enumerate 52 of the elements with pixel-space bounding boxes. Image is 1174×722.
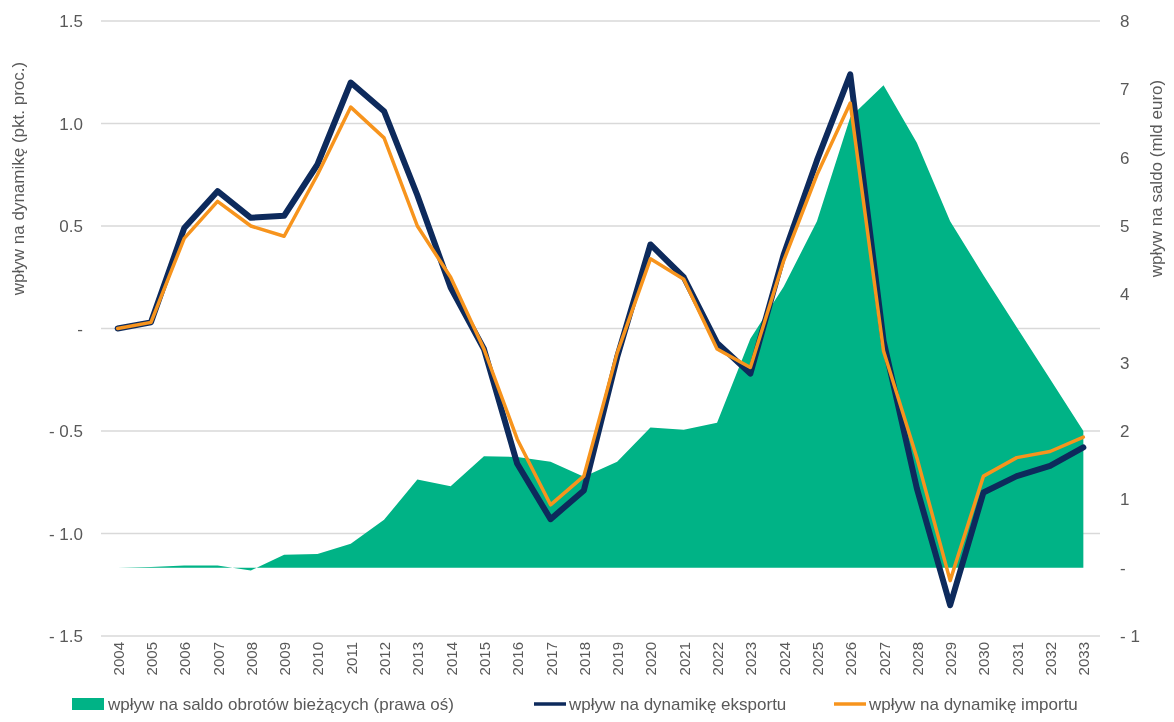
y2-tick-label: 2 [1120, 422, 1130, 441]
x-tick-label: 2009 [276, 642, 294, 676]
legend-label: wpływ na dynamikę importu [868, 695, 1078, 714]
y2-tick-label: 6 [1120, 148, 1130, 168]
y2-tick-label: 7 [1120, 80, 1130, 100]
y-tick-label: 1.0 [59, 114, 83, 134]
y2-tick-label: 1 [1120, 490, 1130, 510]
legend-label: wpływ na saldo obrotów bieżących (prawa oś) [107, 695, 454, 714]
x-tick-label: 2007 [209, 642, 227, 676]
x-tick-label: 2032 [1042, 642, 1060, 676]
x-tick-label: 2033 [1075, 642, 1093, 676]
y-tick-label: - [77, 319, 83, 339]
y-tick-label: 0.5 [59, 217, 83, 236]
x-tick-label: 2014 [442, 642, 460, 676]
y2-tick-label: 8 [1120, 12, 1130, 31]
x-tick-label: 2017 [542, 642, 560, 676]
x-tick-label: 2018 [575, 642, 593, 676]
x-tick-label: 2016 [509, 642, 527, 676]
x-tick-label: 2008 [242, 642, 260, 676]
x-tick-label: 2028 [908, 642, 926, 676]
x-tick-label: 2026 [842, 642, 860, 676]
legend-label: wpływ na dynamikę eksportu [568, 695, 787, 714]
x-tick-label: 2027 [875, 642, 893, 676]
y-tick-label: - 0.5 [48, 422, 83, 441]
y2-axis-title: wpływ na saldo (mld euro) [1147, 79, 1166, 279]
x-tick-label: 2005 [142, 642, 160, 676]
x-tick-label: 2013 [409, 642, 427, 676]
y2-tick-label: 5 [1120, 217, 1130, 236]
x-tick-label: 2031 [1008, 642, 1026, 676]
y2-tick-label: 3 [1120, 353, 1130, 373]
x-tick-label: 2012 [376, 642, 394, 676]
x-tick-label: 2010 [309, 642, 327, 676]
y-tick-label: - 1.5 [48, 627, 83, 646]
y-tick-label: - 1.0 [48, 524, 83, 544]
x-tick-label: 2029 [942, 642, 960, 676]
y2-tick-label: - [1120, 558, 1126, 578]
y2-tick-label: - 1 [1120, 627, 1140, 646]
x-tick-label: 2006 [176, 642, 194, 676]
x-tick-label: 2023 [742, 642, 760, 676]
x-tick-label: 2020 [642, 642, 660, 676]
x-tick-label: 2019 [609, 642, 627, 676]
x-tick-label: 2022 [709, 642, 727, 676]
y-tick-label: 1.5 [59, 12, 83, 31]
x-tick-label: 2015 [475, 642, 493, 676]
x-tick-label: 2011 [342, 642, 360, 675]
x-tick-label: 2004 [109, 642, 127, 676]
x-tick-label: 2024 [775, 642, 793, 676]
x-tick-label: 2025 [808, 642, 826, 676]
x-tick-label: 2030 [975, 642, 993, 676]
x-tick-label: 2021 [675, 642, 693, 676]
y2-tick-label: 4 [1120, 285, 1130, 305]
y-axis-title: wpływ na dynamikę (pkt. proc.) [9, 61, 28, 297]
